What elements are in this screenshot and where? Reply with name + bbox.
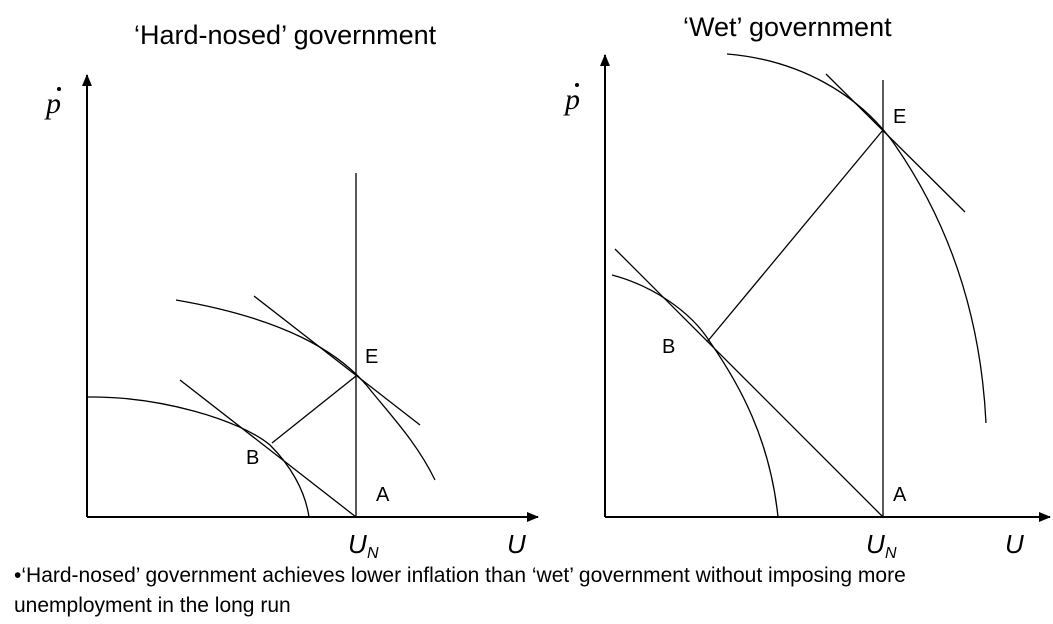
left-natural-rate-label: U — [348, 529, 367, 559]
left-tangent-at-e — [253, 295, 421, 426]
right-lower-indifference-curve — [611, 274, 779, 518]
right-tangent-at-b — [614, 248, 884, 518]
right-panel — [600, 53, 1051, 522]
right-y-axis-symbol: p — [563, 83, 580, 116]
left-x-axis-label: U — [507, 529, 526, 559]
left-upper-indifference-curve — [175, 299, 436, 481]
right-path-b-to-e — [706, 129, 884, 343]
left-path-b-to-e — [271, 375, 357, 444]
left-point-b-label: B — [246, 447, 259, 469]
left-point-e-label: E — [365, 346, 378, 368]
caption-bullet: • — [14, 564, 22, 587]
left-y-axis-dot — [57, 87, 61, 91]
left-lower-indifference-curve — [86, 396, 310, 518]
right-labels: p U U N A B E — [563, 83, 1024, 562]
right-natural-rate-label: U — [866, 529, 885, 559]
caption: •‘Hard-nosed’ government achieves lower … — [14, 561, 1044, 621]
right-panel-title: ‘Wet’ government — [683, 12, 892, 42]
left-labels: p U U N A B E — [44, 87, 526, 562]
right-point-b-label: B — [662, 336, 675, 358]
left-point-a-label: A — [376, 484, 390, 506]
left-tangent-at-b — [179, 379, 357, 518]
left-panel-title: ‘Hard-nosed’ government — [134, 20, 437, 50]
right-upper-indifference-curve — [726, 53, 987, 424]
left-y-axis-symbol: p — [44, 87, 61, 120]
right-natural-rate-subscript: N — [885, 545, 897, 562]
left-panel — [82, 74, 539, 522]
caption-text: ‘Hard-nosed’ government achieves lower i… — [14, 564, 906, 617]
right-point-a-label: A — [893, 484, 907, 506]
right-x-axis-label: U — [1005, 529, 1024, 559]
left-natural-rate-subscript: N — [367, 545, 379, 562]
right-point-e-label: E — [893, 106, 906, 128]
right-tangent-at-e — [825, 73, 966, 213]
right-y-axis-dot — [575, 83, 579, 87]
